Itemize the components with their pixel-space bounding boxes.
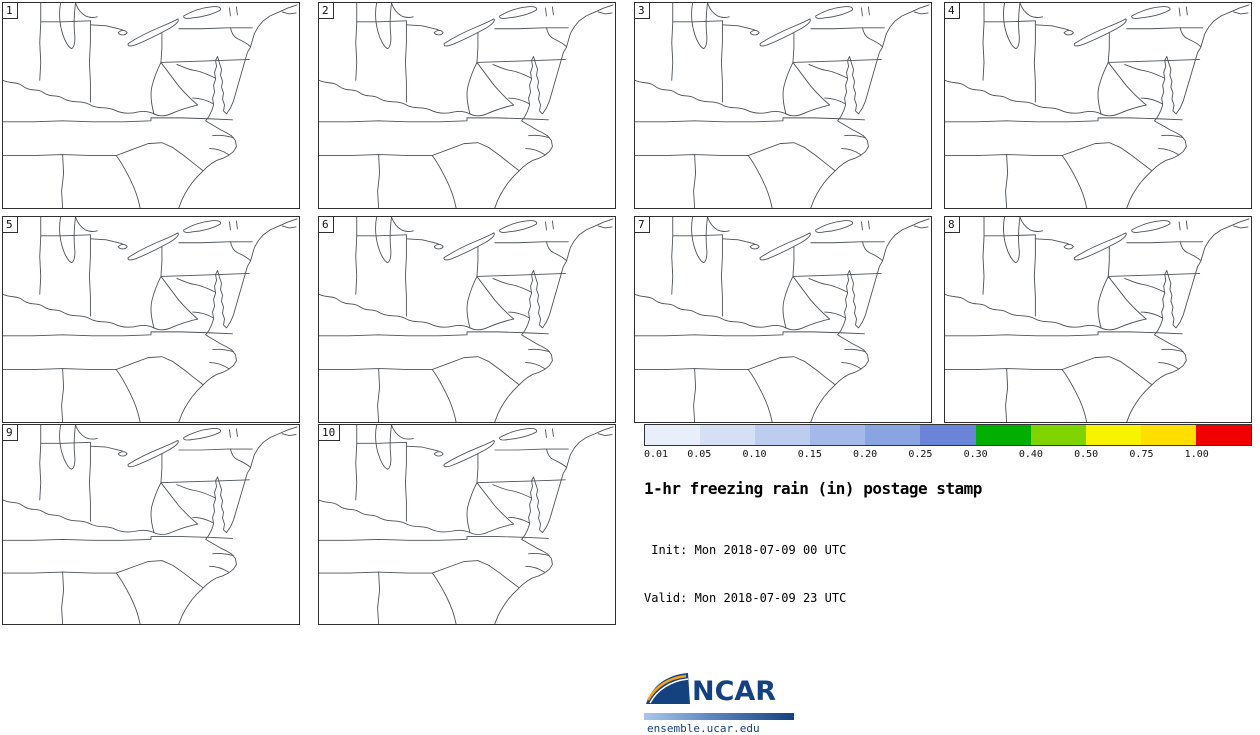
colorbar-tick-label: 0.15	[797, 449, 822, 460]
region-map	[319, 425, 614, 624]
colorbar-tick-label: 0.30	[963, 449, 988, 460]
time-lines: Init: Mon 2018-07-09 00 UTC Valid: Mon 2…	[644, 510, 1252, 638]
site-url: ensemble.ucar.edu	[647, 722, 760, 735]
map-panel-5: 5	[2, 216, 300, 423]
colorbar-tick-label: 0.40	[1018, 449, 1043, 460]
region-map	[635, 217, 930, 422]
panel-number-label: 4	[945, 3, 960, 19]
map-panel-3: 3	[634, 2, 932, 209]
region-map	[3, 425, 298, 624]
region-map	[3, 3, 298, 208]
panel-number-label: 1	[3, 3, 18, 19]
region-map	[319, 217, 614, 422]
region-map	[945, 3, 1250, 208]
map-panel-4: 4	[944, 2, 1252, 209]
colorbar-ticks: 0.01 0.05 0.10 0.15 0.20 0.25 0.30 0.40 0.50 0.75…	[644, 449, 1252, 463]
colorbar-tick-label: 0.05	[687, 449, 712, 460]
colorbar-segment	[1030, 425, 1086, 445]
colorbar-segment	[755, 425, 811, 445]
region-map	[945, 217, 1250, 422]
colorbar-segment	[1195, 425, 1252, 445]
map-panel-7: 7	[634, 216, 932, 423]
colorbar-segment	[1085, 425, 1141, 445]
legend-block: 0.01 0.05 0.10 0.15 0.20 0.25 0.30 0.40 0.50 0.75…	[644, 424, 1252, 735]
region-map	[3, 217, 298, 422]
colorbar-segment	[645, 425, 701, 445]
colorbar-segment	[975, 425, 1031, 445]
panel-number-label: 9	[3, 425, 18, 441]
colorbar-segment	[920, 425, 976, 445]
colorbar-segment	[700, 425, 756, 445]
map-panel-6: 6	[318, 216, 616, 423]
ncar-swoosh-icon: NCAR	[646, 673, 776, 707]
colorbar	[644, 424, 1252, 446]
colorbar-tick-label: 0.25	[908, 449, 933, 460]
colorbar-tick-label: 0.20	[853, 449, 878, 460]
colorbar-tick-label: 0.50	[1074, 449, 1099, 460]
map-panel-8: 8	[944, 216, 1252, 423]
panel-number-label: 7	[635, 217, 650, 233]
colorbar-segment	[1140, 425, 1196, 445]
valid-time: Valid: Mon 2018-07-09 23 UTC	[644, 591, 847, 605]
map-panel-1: 1	[2, 2, 300, 209]
ncar-wordmark: NCAR	[692, 676, 776, 707]
colorbar-segment	[865, 425, 921, 445]
colorbar-tick-label: 0.75	[1129, 449, 1154, 460]
init-time: Init: Mon 2018-07-09 00 UTC	[644, 543, 847, 557]
product-title: 1-hr freezing rain (in) postage stamp	[644, 479, 982, 498]
panel-number-label: 5	[3, 217, 18, 233]
colorbar-tick-label: 1.00	[1184, 449, 1209, 460]
panel-number-label: 3	[635, 3, 650, 19]
colorbar-segment	[810, 425, 866, 445]
panel-number-label: 2	[319, 3, 334, 19]
map-panel-9: 9	[2, 424, 300, 625]
panel-number-label: 10	[319, 425, 341, 441]
region-map	[635, 3, 930, 208]
region-map	[319, 3, 614, 208]
colorbar-tick-label: 0.10	[742, 449, 767, 460]
colorbar-tick-label: 0.01	[644, 449, 669, 460]
logo-bar	[644, 713, 794, 720]
map-panel-2: 2	[318, 2, 616, 209]
map-panel-10: 10	[318, 424, 616, 625]
panel-number-label: 8	[945, 217, 960, 233]
panel-number-label: 6	[319, 217, 334, 233]
ncar-logo: NCAR ensemble.ucar.edu	[644, 670, 796, 735]
